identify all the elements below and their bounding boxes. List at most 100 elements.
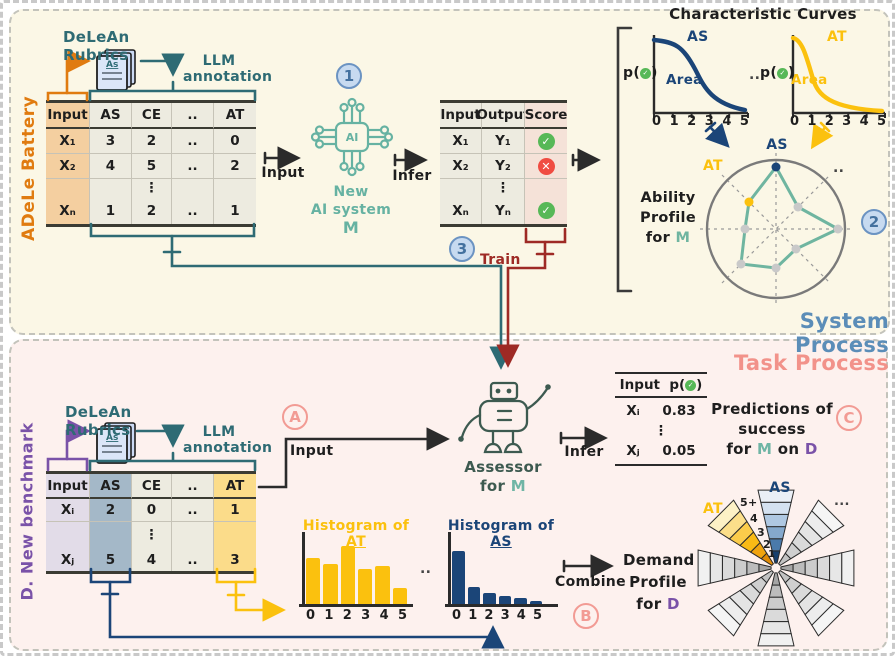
fan-ring-label-2: 2 xyxy=(763,538,771,551)
table-cell: 1 xyxy=(213,499,256,522)
table-cell xyxy=(46,179,89,197)
table-cell: 2 xyxy=(89,499,131,522)
as-histogram-xaxis xyxy=(445,604,558,607)
table-cell xyxy=(524,129,567,154)
step-c-badge: C xyxy=(836,405,862,431)
fan-band xyxy=(765,526,787,540)
adele-battery-table: Input AS CE .. AT X₁ 3 2 .. 0 X₂ 4 5 .. … xyxy=(46,100,256,227)
col-header: CE xyxy=(131,103,171,129)
as-curve-label: AS xyxy=(687,29,709,45)
col-header: AT xyxy=(213,103,256,129)
radar-as-axis-label: AS xyxy=(766,137,788,153)
step-a-badge: A xyxy=(282,404,308,430)
fan-band xyxy=(811,499,845,533)
ability-profile-caption: Ability Profile for M xyxy=(640,190,696,246)
table-cell: 0.05 xyxy=(662,443,696,459)
table-cell: 1 xyxy=(213,197,256,224)
adele-battery-side-label: ADeLe Battery xyxy=(19,95,39,241)
new-benchmark-side-label: D. New benchmark xyxy=(17,422,37,601)
bar xyxy=(498,596,511,604)
at-characteristic-curve-chart xyxy=(790,35,886,118)
table-cell: Y₂ xyxy=(481,154,524,179)
bar xyxy=(483,592,496,604)
fan-band xyxy=(792,560,806,576)
demand-profile-fan-chart xyxy=(697,489,855,647)
col-header-p-success: p() xyxy=(669,377,702,393)
delean-rubrics-title: DeLeAn Rubrics xyxy=(63,28,130,64)
at-histogram-bars xyxy=(306,546,407,604)
as-characteristic-curve-chart xyxy=(651,35,749,118)
table-cell: 2 xyxy=(213,154,256,179)
table-cell: 5 xyxy=(89,548,131,571)
col-header: CE xyxy=(131,474,171,499)
fan-band xyxy=(721,554,736,582)
system-process-title: System Process xyxy=(795,309,889,357)
table-cell-ellipsis: ⋮ xyxy=(654,423,668,439)
demand-profile-caption: Demand Profile for D xyxy=(623,551,695,613)
fan-band xyxy=(811,603,845,637)
success-icon xyxy=(537,132,555,150)
bar xyxy=(452,551,465,604)
col-header: Input xyxy=(440,103,481,129)
table-cell xyxy=(46,522,89,548)
col-header: Output xyxy=(476,103,530,129)
fan-band xyxy=(757,633,795,647)
col-header: Input xyxy=(619,377,661,393)
success-icon xyxy=(685,379,697,391)
col-header: AT xyxy=(213,474,256,499)
svg-text:AI: AI xyxy=(346,131,359,144)
table-cell: X₂ xyxy=(46,154,89,179)
at-area-label: Area xyxy=(791,72,828,88)
table-cell: 0 xyxy=(131,499,171,522)
fan-band xyxy=(762,608,790,623)
failure-icon xyxy=(537,157,555,175)
fan-band xyxy=(746,560,760,576)
input-arrow-label: Input xyxy=(261,165,305,181)
table-cell: .. xyxy=(171,154,213,179)
table-cell: Xₙ xyxy=(440,197,481,224)
table-cell: Y₁ xyxy=(481,129,524,154)
success-icon xyxy=(777,67,789,79)
table-cell: 1 xyxy=(89,197,131,224)
ai-chip-icon: AI xyxy=(311,97,394,177)
step-2-badge: 2 xyxy=(861,209,887,235)
bar xyxy=(375,565,390,604)
table-cell-ellipsis: ⋮ xyxy=(131,179,171,197)
as-histogram-yaxis xyxy=(448,532,451,606)
step-3-badge: 3 xyxy=(449,236,475,262)
fan-band xyxy=(762,513,790,528)
fan-band xyxy=(697,549,711,587)
table-cell: 0 xyxy=(213,129,256,154)
fan-band xyxy=(709,552,723,584)
table-cell-ellipsis: ⋮ xyxy=(481,179,524,197)
fan-as-label: AS xyxy=(769,480,791,496)
table-cell: X₁ xyxy=(46,129,89,154)
fan-band xyxy=(804,557,818,579)
table-cell xyxy=(524,197,567,224)
at-curve-label: AT xyxy=(827,29,847,45)
fan-band xyxy=(760,621,792,635)
fan-band xyxy=(760,501,792,515)
assessor-robot-icon xyxy=(458,381,551,454)
fan-band xyxy=(757,489,795,503)
fan-band xyxy=(707,603,741,637)
fan-band xyxy=(758,563,772,573)
llm-annotation-label-2: LLM annotation xyxy=(183,424,273,456)
table-cell: 4 xyxy=(131,548,171,571)
col-header: Input xyxy=(46,474,89,499)
task-process-title: Task Process xyxy=(733,351,889,375)
benchmark-table: Input AS CE .. AT Xᵢ 2 0 .. 1 ⋮ Xⱼ 5 4 .… xyxy=(46,471,256,574)
table-cell xyxy=(524,179,567,197)
step-1-badge: 1 xyxy=(336,63,362,89)
combine-arrow-label: Combine xyxy=(555,574,626,590)
table-cell xyxy=(213,179,256,197)
table-cell xyxy=(440,179,481,197)
table-cell: X₁ xyxy=(440,129,481,154)
bar xyxy=(340,546,355,604)
infer-arrow-label: Infer xyxy=(392,168,432,184)
fan-band xyxy=(829,552,843,584)
radar-at-axis-label: AT xyxy=(703,158,723,174)
